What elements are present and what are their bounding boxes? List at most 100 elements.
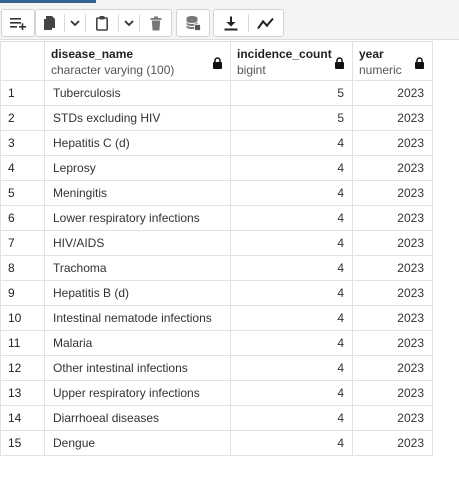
row-number[interactable]: 7	[1, 231, 45, 256]
cell-year[interactable]: 2023	[353, 156, 433, 181]
database-save-icon	[185, 15, 201, 31]
row-number[interactable]: 5	[1, 181, 45, 206]
cell-disease-name[interactable]: Upper respiratory infections	[45, 381, 231, 406]
table-row[interactable]: 12 Other intestinal infections 4 2023	[1, 356, 433, 381]
cell-incidence-count[interactable]: 4	[231, 131, 353, 156]
cell-year[interactable]: 2023	[353, 356, 433, 381]
cell-year[interactable]: 2023	[353, 106, 433, 131]
cell-incidence-count[interactable]: 4	[231, 306, 353, 331]
cell-disease-name[interactable]: Dengue	[45, 431, 231, 456]
cell-incidence-count[interactable]: 4	[231, 206, 353, 231]
chevron-down-icon	[70, 20, 80, 27]
row-number[interactable]: 9	[1, 281, 45, 306]
row-number[interactable]: 8	[1, 256, 45, 281]
cell-disease-name[interactable]: Diarrhoeal diseases	[45, 406, 231, 431]
graph-visualiser-button[interactable]	[249, 10, 283, 36]
column-header-incidence-count[interactable]: incidence_count bigint	[231, 42, 353, 81]
cell-disease-name[interactable]: Other intestinal infections	[45, 356, 231, 381]
table-row[interactable]: 14 Diarrhoeal diseases 4 2023	[1, 406, 433, 431]
cell-year[interactable]: 2023	[353, 181, 433, 206]
save-group	[176, 9, 210, 37]
save-data-button[interactable]	[177, 10, 209, 36]
cell-year[interactable]: 2023	[353, 131, 433, 156]
table-row[interactable]: 5 Meningitis 4 2023	[1, 181, 433, 206]
delete-button[interactable]	[140, 10, 171, 36]
cell-disease-name[interactable]: Meningitis	[45, 181, 231, 206]
row-number[interactable]: 15	[1, 431, 45, 456]
cell-disease-name[interactable]: Hepatitis B (d)	[45, 281, 231, 306]
cell-disease-name[interactable]: Leprosy	[45, 156, 231, 181]
cell-incidence-count[interactable]: 4	[231, 431, 353, 456]
copy-options-dropdown[interactable]	[65, 10, 85, 36]
table-row[interactable]: 9 Hepatitis B (d) 4 2023	[1, 281, 433, 306]
column-header-year[interactable]: year numeric	[353, 42, 433, 81]
add-row-button[interactable]	[2, 10, 34, 36]
table-row[interactable]: 3 Hepatitis C (d) 4 2023	[1, 131, 433, 156]
row-number[interactable]: 14	[1, 406, 45, 431]
lock-icon	[334, 57, 345, 69]
table-row[interactable]: 11 Malaria 4 2023	[1, 331, 433, 356]
cell-incidence-count[interactable]: 4	[231, 231, 353, 256]
cell-incidence-count[interactable]: 4	[231, 356, 353, 381]
header-row: disease_name character varying (100) inc…	[1, 42, 433, 81]
cell-disease-name[interactable]: Hepatitis C (d)	[45, 131, 231, 156]
cell-year[interactable]: 2023	[353, 281, 433, 306]
cell-disease-name[interactable]: Lower respiratory infections	[45, 206, 231, 231]
table-row[interactable]: 13 Upper respiratory infections 4 2023	[1, 381, 433, 406]
table-row[interactable]: 15 Dengue 4 2023	[1, 431, 433, 456]
copy-button[interactable]	[36, 10, 64, 36]
data-output-toolbar	[0, 0, 459, 40]
cell-year[interactable]: 2023	[353, 231, 433, 256]
cell-year[interactable]: 2023	[353, 306, 433, 331]
cell-year[interactable]: 2023	[353, 81, 433, 106]
cell-disease-name[interactable]: Trachoma	[45, 256, 231, 281]
cell-year[interactable]: 2023	[353, 206, 433, 231]
cell-year[interactable]: 2023	[353, 256, 433, 281]
row-number[interactable]: 1	[1, 81, 45, 106]
cell-incidence-count[interactable]: 5	[231, 106, 353, 131]
cell-disease-name[interactable]: Intestinal nematode infections	[45, 306, 231, 331]
cell-disease-name[interactable]: STDs excluding HIV	[45, 106, 231, 131]
cell-incidence-count[interactable]: 4	[231, 256, 353, 281]
cell-incidence-count[interactable]: 4	[231, 156, 353, 181]
cell-year[interactable]: 2023	[353, 431, 433, 456]
cell-incidence-count[interactable]: 4	[231, 181, 353, 206]
cell-year[interactable]: 2023	[353, 381, 433, 406]
table-row[interactable]: 6 Lower respiratory infections 4 2023	[1, 206, 433, 231]
edit-group	[35, 9, 172, 37]
cell-year[interactable]: 2023	[353, 406, 433, 431]
cell-incidence-count[interactable]: 5	[231, 81, 353, 106]
cell-incidence-count[interactable]: 4	[231, 281, 353, 306]
cell-incidence-count[interactable]: 4	[231, 331, 353, 356]
row-number[interactable]: 11	[1, 331, 45, 356]
row-number[interactable]: 3	[1, 131, 45, 156]
table-row[interactable]: 1 Tuberculosis 5 2023	[1, 81, 433, 106]
cell-disease-name[interactable]: Tuberculosis	[45, 81, 231, 106]
cell-year[interactable]: 2023	[353, 331, 433, 356]
active-tab-indicator	[0, 0, 96, 3]
table-row[interactable]: 4 Leprosy 4 2023	[1, 156, 433, 181]
paste-button[interactable]	[86, 10, 118, 36]
select-all-corner[interactable]	[1, 42, 45, 81]
download-button[interactable]	[214, 10, 248, 36]
row-number[interactable]: 6	[1, 206, 45, 231]
query-results-grid: disease_name character varying (100) inc…	[0, 41, 433, 456]
row-number[interactable]: 2	[1, 106, 45, 131]
column-type: character varying (100)	[51, 63, 230, 77]
column-header-disease-name[interactable]: disease_name character varying (100)	[45, 42, 231, 81]
paste-options-dropdown[interactable]	[119, 10, 139, 36]
cell-disease-name[interactable]: HIV/AIDS	[45, 231, 231, 256]
table-row[interactable]: 10 Intestinal nematode infections 4 2023	[1, 306, 433, 331]
trash-icon	[150, 16, 162, 31]
row-number[interactable]: 10	[1, 306, 45, 331]
table-row[interactable]: 8 Trachoma 4 2023	[1, 256, 433, 281]
table-row[interactable]: 7 HIV/AIDS 4 2023	[1, 231, 433, 256]
row-number[interactable]: 4	[1, 156, 45, 181]
cell-disease-name[interactable]: Malaria	[45, 331, 231, 356]
table-row[interactable]: 2 STDs excluding HIV 5 2023	[1, 106, 433, 131]
paste-icon	[95, 15, 109, 31]
cell-incidence-count[interactable]: 4	[231, 406, 353, 431]
row-number[interactable]: 12	[1, 356, 45, 381]
cell-incidence-count[interactable]: 4	[231, 381, 353, 406]
row-number[interactable]: 13	[1, 381, 45, 406]
